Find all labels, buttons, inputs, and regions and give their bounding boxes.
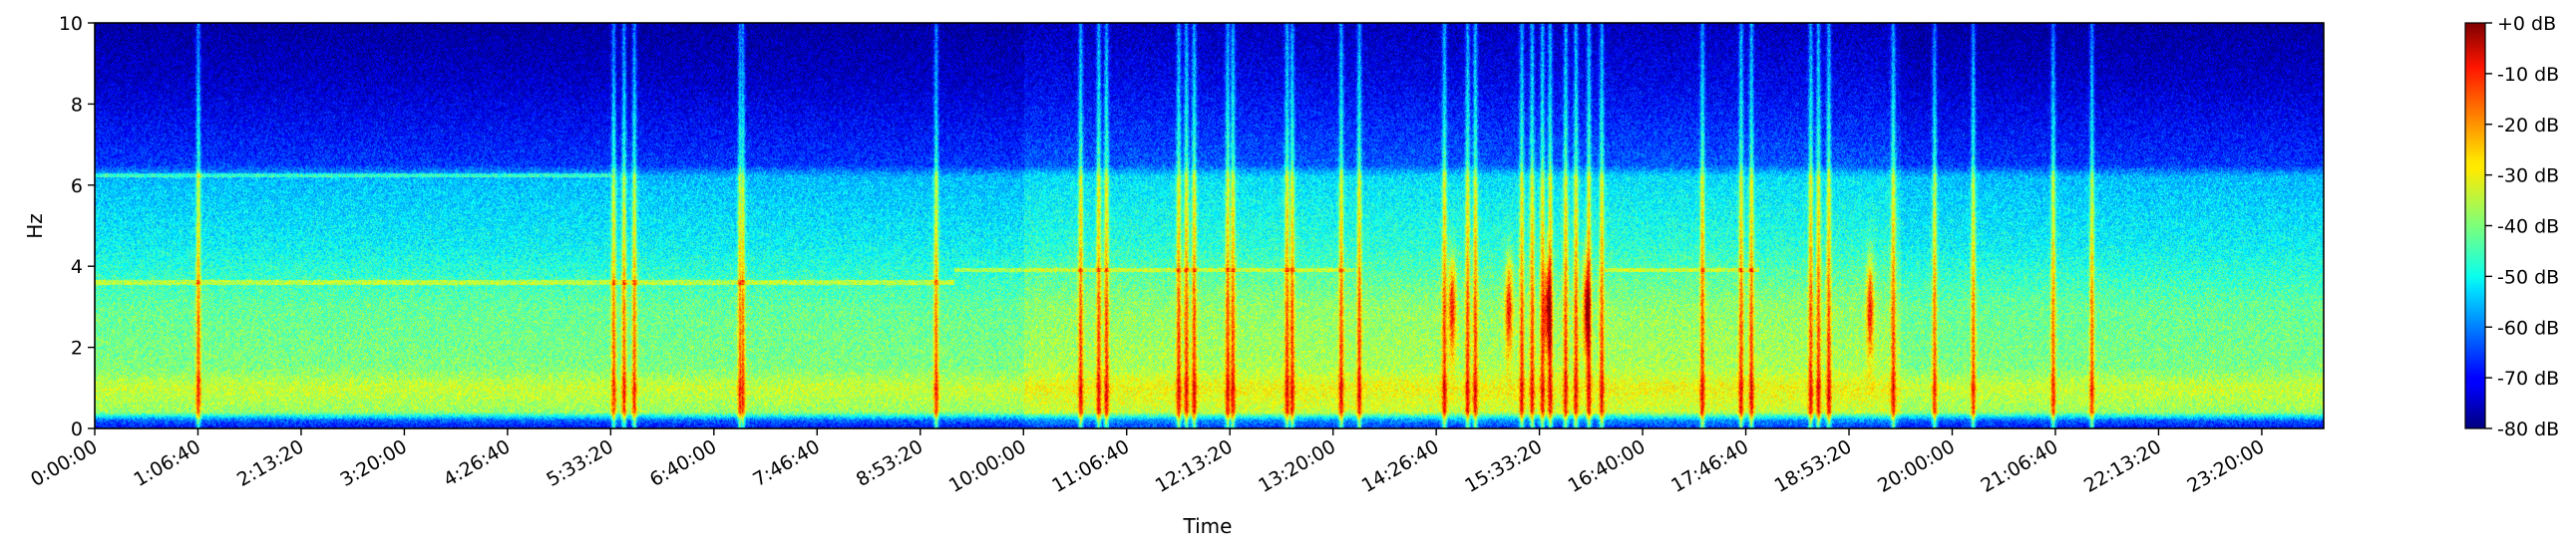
y-tick-label: 0	[71, 418, 83, 440]
colorbar-gradient	[2464, 22, 2486, 429]
colorbar-tick-label: -40 dB	[2497, 216, 2559, 238]
colorbar-tick-label: -80 dB	[2497, 418, 2559, 440]
x-tick-label: 23:20:00	[2184, 435, 2269, 497]
plot-area	[94, 22, 2325, 429]
x-tick-label: 21:06:40	[1978, 435, 2062, 497]
y-axis: 0 2 4 6 8 10	[59, 13, 95, 440]
y-tick-label: 8	[71, 94, 83, 116]
x-tick-label: 2:13:20	[233, 435, 307, 491]
x-tick-label: 14:26:40	[1358, 435, 1443, 497]
x-tick-label: 6:40:00	[646, 435, 720, 491]
x-tick-label: 1:06:40	[131, 435, 204, 491]
colorbar-tick-label: -30 dB	[2497, 165, 2559, 187]
x-axis: 0:00:00 1:06:40 2:13:20 3:20:00 4:26:40 5:33:…	[27, 428, 2268, 497]
colorbar-tick-label: -70 dB	[2497, 368, 2559, 390]
colorbar-tick-label: -10 dB	[2497, 64, 2559, 86]
plot-frame	[94, 22, 2325, 429]
x-tick-label: 3:20:00	[336, 435, 410, 491]
x-tick-label: 5:33:20	[543, 435, 616, 491]
colorbar: +0 dB -10 dB -20 dB -30 dB -40 dB -50 dB -60 d…	[2464, 13, 2559, 440]
x-tick-label: 15:33:20	[1461, 435, 1546, 497]
x-tick-label: 16:40:00	[1565, 435, 1650, 497]
x-tick-label: 7:46:40	[749, 435, 823, 491]
y-tick-label: 2	[71, 338, 83, 360]
x-tick-label: 0:00:00	[27, 435, 101, 491]
x-tick-label: 22:13:20	[2080, 435, 2165, 497]
y-axis-label: Hz	[23, 213, 47, 239]
x-tick-label: 18:53:20	[1771, 435, 1856, 497]
colorbar-tick-label: -20 dB	[2497, 115, 2559, 137]
x-tick-label: 4:26:40	[440, 435, 514, 491]
spectrogram-image	[95, 23, 2324, 428]
x-tick-label: 10:00:00	[945, 435, 1030, 497]
x-tick-label: 11:06:40	[1048, 435, 1133, 497]
x-tick-label: 12:13:20	[1152, 435, 1237, 497]
x-axis-label: Time	[1183, 514, 1233, 538]
colorbar-ticks: +0 dB -10 dB -20 dB -30 dB -40 dB -50 dB -60 d…	[2485, 13, 2559, 440]
colorbar-tick-label: +0 dB	[2497, 13, 2556, 35]
x-tick-label: 20:00:00	[1874, 435, 1959, 497]
y-tick-label: 6	[71, 175, 83, 197]
y-tick-label: 10	[59, 13, 83, 35]
y-tick-label: 4	[71, 256, 83, 278]
colorbar-tick-label: -60 dB	[2497, 317, 2559, 339]
x-tick-label: 13:20:00	[1255, 435, 1339, 497]
colorbar-tick-label: -50 dB	[2497, 266, 2559, 288]
x-tick-label: 17:46:40	[1667, 435, 1752, 497]
x-tick-label: 8:53:20	[853, 435, 926, 491]
